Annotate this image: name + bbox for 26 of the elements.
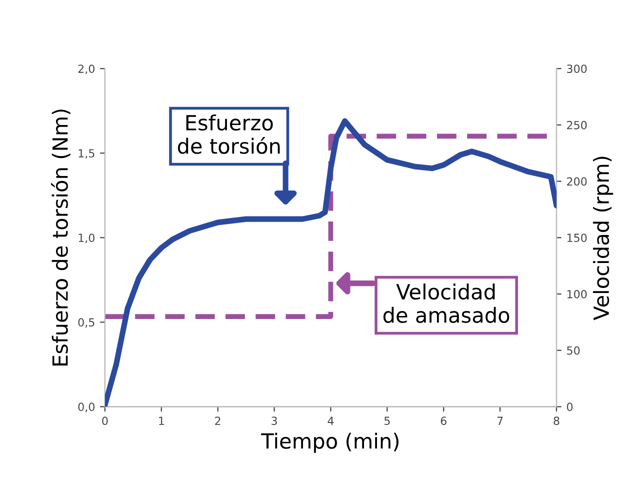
x-tick-label: 0 <box>102 416 108 426</box>
x-tick-label: 7 <box>497 416 503 425</box>
y-tick-label: 2,0 <box>78 64 94 74</box>
x-tick-label: 6 <box>440 416 446 426</box>
annotation: Velocidad de amasado <box>383 284 510 323</box>
y-tick-label: 1,0 <box>78 234 94 244</box>
y2-tick-label: 100 <box>567 290 587 298</box>
y2-tick-label: 200 <box>567 177 587 186</box>
y2-tick-label: 300 <box>567 64 587 73</box>
y2-tick-label: 0 <box>566 402 573 412</box>
y2-tick-label: 150 <box>567 234 587 242</box>
x-tick-label: 5 <box>384 416 390 426</box>
x-tick-label: 3 <box>272 416 277 426</box>
annotation: Esfuerzo de torsión <box>178 114 280 154</box>
x-tick-label: 8 <box>554 416 560 426</box>
x-axis-title: Tiempo (min) <box>261 432 398 453</box>
y-tick-label: 1,5 <box>78 149 94 159</box>
y-tick-label: 0,5 <box>78 318 94 328</box>
x-tick-label: 1 <box>159 416 164 425</box>
y-axis-title: Esfuerzo de torsión (Nm) <box>50 110 70 366</box>
y2-tick-label: 50 <box>567 346 580 355</box>
x-tick-label: 2 <box>215 416 220 425</box>
y2-axis-title: Velocidad (rpm) <box>592 156 614 320</box>
y-tick-label: 0,0 <box>78 402 94 412</box>
x-tick-label: 4 <box>328 416 334 425</box>
y2-tick-label: 250 <box>567 120 587 130</box>
